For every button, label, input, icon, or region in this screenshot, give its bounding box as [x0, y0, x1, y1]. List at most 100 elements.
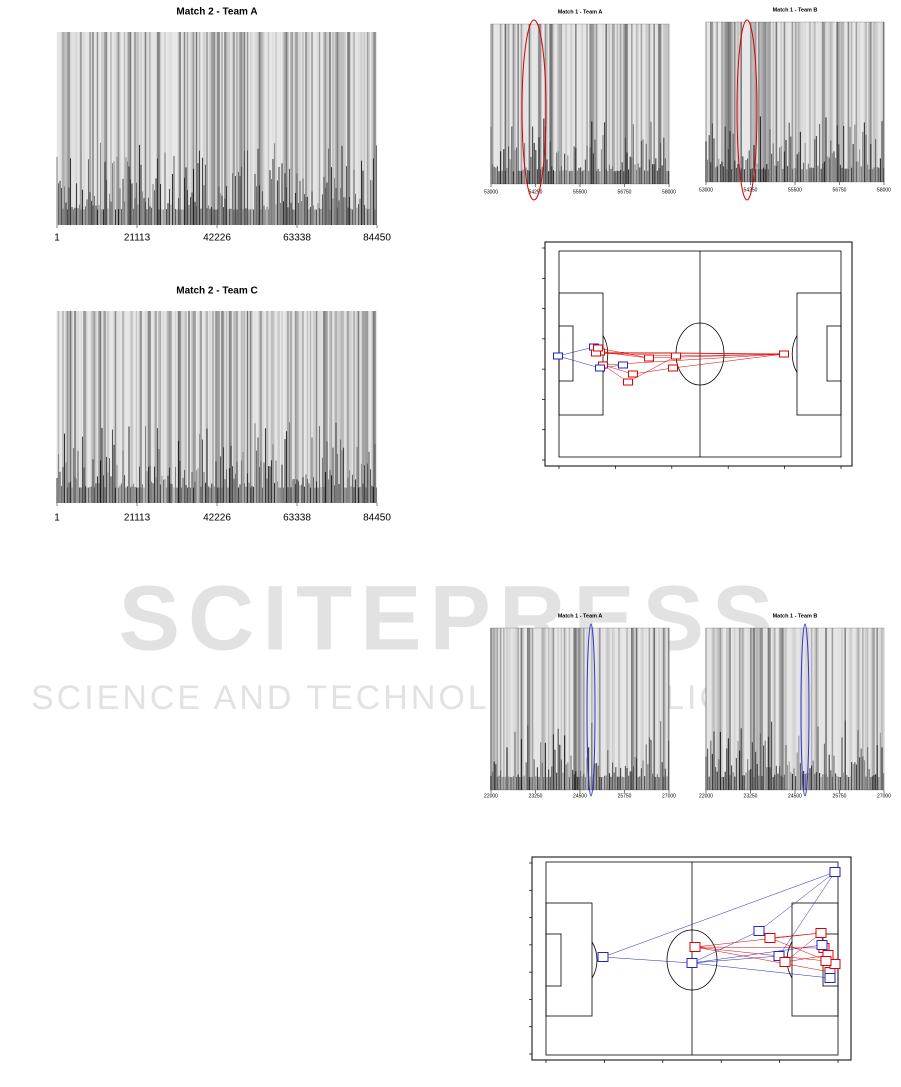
pass-line: [627, 355, 677, 383]
pass-line: [595, 352, 785, 355]
highlight-ellipse: [521, 19, 547, 201]
x-tick-label: 56750: [833, 187, 847, 193]
x-tick-label: 24500: [573, 793, 587, 799]
x-tick-label: 24500: [788, 793, 802, 799]
player-node: [597, 952, 609, 962]
x-tick-label: 23250: [744, 793, 758, 799]
player-node: [628, 370, 638, 378]
player-node: [595, 364, 605, 372]
watermark-title: SCITEPRESS: [119, 567, 782, 669]
highlight-ellipse: [586, 623, 596, 797]
plot-background: [490, 23, 670, 185]
x-tick-label: 42226: [203, 513, 231, 524]
pass-line: [778, 871, 836, 957]
panel-title: Match 2 - Team C: [176, 286, 258, 297]
x-tick-label: 1: [54, 513, 60, 524]
penalty-arc: [791, 335, 798, 373]
player-node: [668, 364, 678, 372]
player-node: [779, 350, 789, 358]
pass-line: [694, 946, 827, 962]
pass-line: [599, 351, 650, 359]
player-node: [829, 867, 841, 877]
x-tick-label: 42226: [203, 233, 231, 244]
x-tick-label: 21113: [124, 233, 151, 244]
x-tick-label: 1: [54, 233, 60, 244]
x-tick-label: 25750: [833, 793, 847, 799]
x-tick-label: 63338: [283, 233, 311, 244]
player-node: [593, 344, 603, 352]
heat-strip-figure: Match 1 - Team A 53000 54250 55500 56750 5800…: [484, 9, 676, 201]
penalty-arc: [591, 941, 598, 979]
player-node: [689, 942, 701, 952]
x-tick-label: 55500: [788, 187, 802, 193]
heat-strip-figure: Match 2 - Team C 1 21113 42226 63338 84450: [54, 286, 391, 524]
x-tick-label: 58000: [662, 189, 676, 195]
highlight-ellipse: [736, 19, 758, 201]
x-tick-label: 21113: [124, 513, 151, 524]
player-node: [686, 958, 698, 968]
pass-line: [691, 962, 831, 979]
goal-area: [826, 325, 842, 382]
heat-strip-figure: Match 1 - Team A 22000 23250 24500 25750 2700…: [484, 613, 676, 799]
x-tick-label: 22000: [699, 793, 713, 799]
pass-line: [694, 946, 831, 973]
x-tick-label: 56750: [618, 189, 632, 195]
plot-background: [705, 21, 885, 183]
pass-line: [557, 355, 601, 369]
x-tick-label: 84450: [363, 233, 391, 244]
panel-title: Match 1 - Team B: [773, 613, 818, 619]
x-tick-label: 55500: [573, 189, 587, 195]
pass-line: [632, 367, 674, 375]
player-node: [779, 957, 791, 967]
x-tick-label: 22000: [484, 793, 498, 799]
pass-line: [602, 871, 836, 958]
player-node: [773, 951, 785, 961]
player-node: [618, 361, 628, 369]
player-node: [824, 973, 836, 983]
x-tick-label: 23250: [529, 793, 543, 799]
pitch-diagram: [542, 241, 853, 469]
player-node: [644, 354, 654, 362]
heat-strip-figure: Match 2 - Team A 1 21113 42226 63338 84450: [54, 7, 391, 244]
x-tick-label: 27000: [877, 793, 891, 799]
highlight-ellipse: [800, 623, 810, 797]
centre-circle: [666, 929, 718, 991]
x-tick-label: 53000: [699, 187, 713, 193]
pass-line: [595, 352, 677, 357]
x-tick-label: 25750: [618, 793, 632, 799]
x-tick-label: 84450: [363, 513, 391, 524]
pass-line: [597, 347, 650, 359]
x-tick-label: 53000: [484, 189, 498, 195]
pitch-diagram: [529, 856, 852, 1063]
heat-strip-figure: Match 1 - Team B 22000 23250 24500 25750 2700…: [699, 613, 891, 799]
pass-line: [694, 932, 822, 948]
panel-title: Match 2 - Team A: [176, 7, 257, 18]
plot-background: [490, 627, 670, 791]
player-node: [623, 378, 633, 386]
player-node: [764, 933, 776, 943]
pass-line: [602, 353, 785, 366]
x-tick-label: 58000: [877, 187, 891, 193]
pass-line: [691, 955, 780, 964]
player-node: [671, 352, 681, 360]
x-tick-label: 54250: [529, 189, 543, 195]
pass-line: [758, 871, 836, 932]
pass-line: [675, 353, 785, 357]
pass-line: [672, 353, 785, 369]
player-node: [553, 352, 563, 360]
player-node: [820, 956, 832, 966]
goal-area: [545, 933, 562, 987]
player-node: [815, 928, 827, 938]
pass-line: [602, 956, 693, 964]
panel-title: Match 1 - Team B: [773, 7, 818, 13]
pass-line: [557, 346, 595, 357]
panel-title: Match 1 - Team A: [558, 613, 603, 619]
player-node: [816, 940, 828, 950]
player-node: [753, 926, 765, 936]
pass-line: [769, 932, 822, 939]
heat-strip-figure: Match 1 - Team B 53000 54250 55500 56750 5800…: [699, 7, 891, 201]
x-tick-label: 54250: [744, 187, 758, 193]
x-tick-label: 27000: [662, 793, 676, 799]
panel-title: Match 1 - Team A: [558, 9, 603, 15]
